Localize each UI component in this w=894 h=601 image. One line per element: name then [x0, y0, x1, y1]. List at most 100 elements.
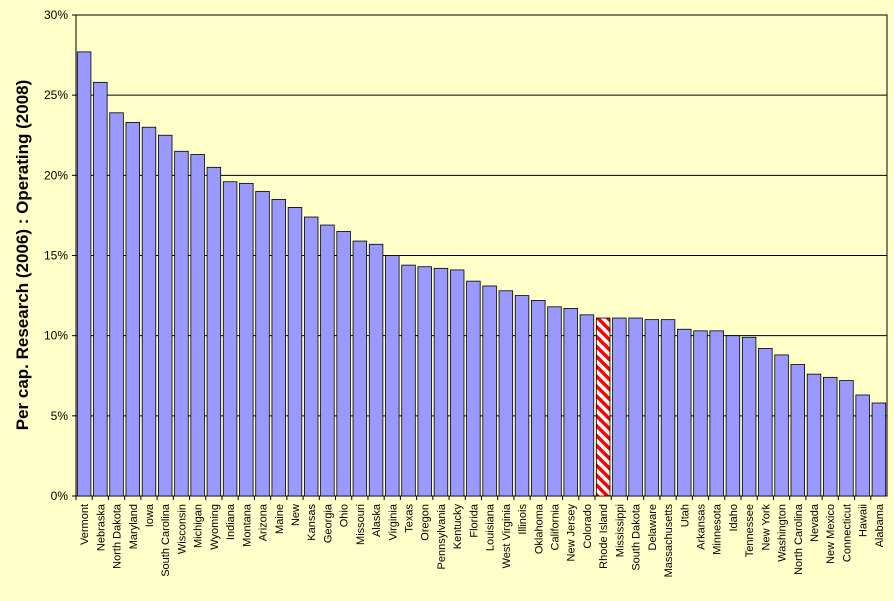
- x-tick-label: Missouri: [355, 504, 367, 545]
- bar: [206, 166, 222, 497]
- bar: [417, 266, 432, 497]
- x-tick-label: Nebraska: [95, 503, 107, 551]
- bar: [385, 255, 400, 497]
- x-tick-label: Hawaii: [858, 504, 870, 537]
- y-tick-label: 25%: [44, 88, 68, 102]
- bar: [774, 354, 789, 497]
- x-tick-label: South Dakota: [631, 503, 643, 571]
- bar: [660, 319, 676, 497]
- x-tick-label: West Virginia: [501, 503, 513, 568]
- bar: [157, 134, 173, 497]
- x-tick-label: Utah: [679, 504, 691, 527]
- x-tick-label: Florida: [468, 503, 480, 538]
- x-tick-label: Oregon: [420, 504, 432, 541]
- x-tick-label: Arkansas: [695, 504, 707, 550]
- x-tick-label: Alabama: [874, 503, 886, 547]
- bar: [871, 402, 887, 497]
- bar: [612, 317, 627, 497]
- x-tick-label: Washington: [777, 504, 789, 562]
- bar: [303, 216, 319, 497]
- x-tick-label: Maine: [274, 504, 286, 534]
- x-axis-ticks: Vermont Nebraska North Dakota Maryland Iowa S…: [75, 496, 886, 578]
- x-tick-label: Pennsylvania: [436, 503, 448, 569]
- x-tick-label: Massachusetts: [663, 504, 675, 578]
- bar: [320, 224, 335, 497]
- bar: [368, 243, 384, 497]
- bar: [174, 150, 189, 497]
- y-tick-label: 20%: [44, 168, 68, 182]
- y-axis-ticks: 0% 5% 10% 15% 20% 25% 30%: [44, 8, 76, 503]
- y-tick-label: 15%: [44, 249, 68, 263]
- bar: [401, 264, 416, 497]
- bar: [239, 182, 254, 497]
- x-tick-label: California: [549, 503, 561, 550]
- x-tick-label: Michigan: [193, 504, 205, 548]
- bar: [563, 308, 578, 497]
- bar: [125, 122, 140, 497]
- bar: [336, 231, 351, 497]
- x-tick-label: Virginia: [387, 503, 399, 540]
- bars: [76, 51, 887, 497]
- x-tick-label: Colorado: [582, 504, 594, 549]
- x-tick-label: Indiana: [225, 503, 237, 540]
- x-tick-label: Louisiana: [485, 503, 497, 551]
- y-tick-label: 30%: [44, 8, 68, 22]
- x-tick-label: Arizona: [258, 503, 270, 541]
- bar: [741, 336, 757, 497]
- bar: [141, 126, 157, 497]
- x-tick-label: Minnesota: [712, 503, 724, 555]
- x-tick-label: Idaho: [728, 504, 740, 532]
- bar: [547, 306, 562, 497]
- bar: [823, 376, 838, 497]
- bar: [531, 299, 546, 497]
- x-tick-label: Delaware: [647, 504, 659, 550]
- x-tick-label: New Jersey: [566, 504, 578, 562]
- bar: [693, 330, 708, 497]
- x-tick-label: Mississippi: [614, 504, 626, 557]
- x-tick-label: Montana: [241, 503, 253, 547]
- x-tick-label: New Mexico: [825, 504, 837, 564]
- bar: [709, 330, 724, 497]
- bar: [352, 240, 368, 497]
- bar: [190, 154, 205, 497]
- bar: [514, 295, 530, 497]
- bar: [579, 314, 595, 497]
- bar: [644, 319, 660, 497]
- x-tick-label: Tennessee: [744, 504, 756, 557]
- x-tick-label: Rhode Island: [598, 504, 610, 569]
- bar: [790, 364, 806, 497]
- bar: [433, 267, 449, 497]
- bar: [255, 190, 270, 497]
- x-tick-label: Kansas: [306, 504, 318, 541]
- x-tick-label: Texas: [404, 504, 416, 533]
- bar: [93, 81, 108, 497]
- bar: [839, 380, 854, 497]
- x-tick-label: Oklahoma: [533, 503, 545, 554]
- bar: [222, 181, 238, 497]
- bar: [677, 328, 692, 497]
- bar: [109, 112, 124, 497]
- bar: [855, 394, 870, 497]
- y-tick-label: 0%: [51, 489, 69, 503]
- x-tick-label: Iowa: [144, 503, 156, 527]
- x-tick-label: New York: [760, 504, 772, 551]
- x-tick-label: New: [290, 504, 302, 526]
- bar: [271, 198, 286, 497]
- x-tick-label: Wyoming: [209, 504, 221, 550]
- x-tick-label: Kentucky: [452, 504, 464, 550]
- x-tick-label: Vermont: [79, 504, 91, 545]
- y-tick-label: 10%: [44, 329, 68, 343]
- bar: [287, 206, 303, 497]
- x-tick-label: Connecticut: [841, 504, 853, 562]
- x-tick-label: Georgia: [322, 503, 334, 543]
- x-tick-label: Maryland: [128, 504, 140, 549]
- x-tick-label: Wisconsin: [176, 504, 188, 554]
- bar: [498, 290, 514, 497]
- bar: [466, 280, 481, 497]
- x-tick-label: Illinois: [517, 504, 529, 535]
- x-tick-label: North Dakota: [112, 503, 124, 569]
- x-tick-label: Ohio: [339, 504, 351, 527]
- x-tick-label: Alaska: [371, 503, 383, 537]
- x-tick-label: South Carolina: [160, 503, 172, 577]
